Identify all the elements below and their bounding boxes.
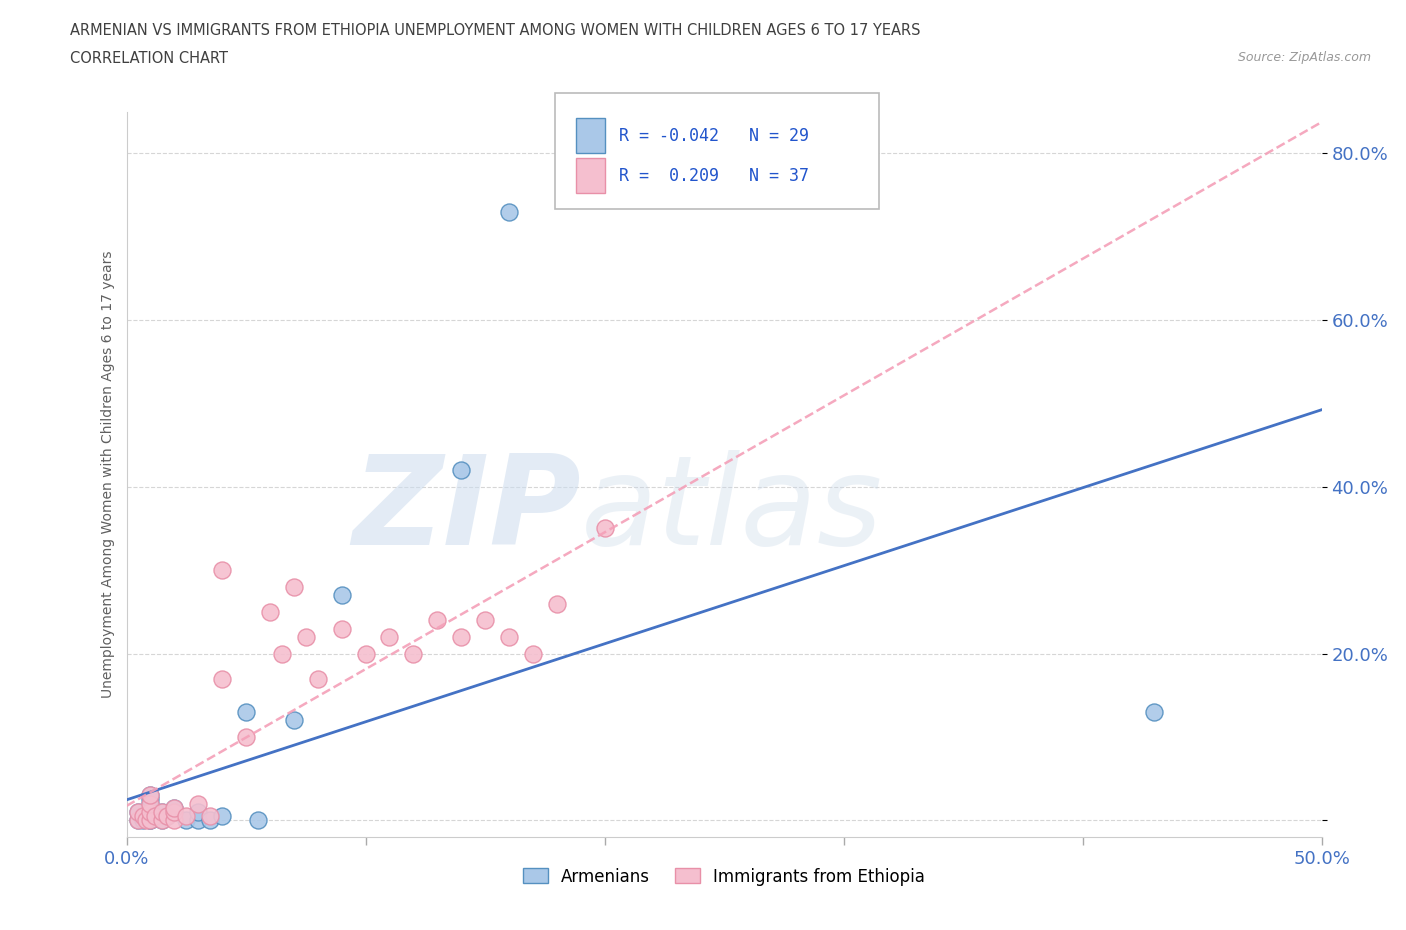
Point [211,671,233,686]
Point [450,630,472,644]
Point [211,563,233,578]
Point [270,646,294,661]
Point [163,804,186,819]
Point [156,809,179,824]
Point [127,804,149,819]
Point [283,579,305,594]
Text: R =  0.209   N = 37: R = 0.209 N = 37 [619,166,808,185]
Text: ARMENIAN VS IMMIGRANTS FROM ETHIOPIA UNEMPLOYMENT AMONG WOMEN WITH CHILDREN AGES: ARMENIAN VS IMMIGRANTS FROM ETHIOPIA UNE… [70,23,921,38]
Point [330,621,353,636]
Point [187,804,209,819]
Point [139,813,162,828]
Point [307,671,329,686]
Point [211,809,233,824]
Point [143,809,166,824]
Point [498,205,520,219]
Point [450,463,472,478]
Point [163,804,186,819]
Point [294,630,316,644]
Point [139,796,162,811]
Point [174,813,197,828]
Point [139,813,162,828]
Point [127,813,149,828]
Y-axis label: Unemployment Among Women with Children Ages 6 to 17 years: Unemployment Among Women with Children A… [101,250,115,698]
Point [330,588,353,603]
Point [139,804,162,819]
Point [426,613,449,628]
Point [132,809,155,824]
Point [163,801,186,816]
Legend: Armenians, Immigrants from Ethiopia: Armenians, Immigrants from Ethiopia [515,859,934,894]
Text: R = -0.042   N = 29: R = -0.042 N = 29 [619,126,808,145]
Point [163,801,186,816]
Point [139,788,162,803]
Text: atlas: atlas [581,450,883,571]
Point [593,521,616,536]
Text: ZIP: ZIP [352,450,581,571]
Point [283,712,305,727]
Point [150,813,174,828]
Point [259,604,281,619]
Point [139,813,162,828]
Point [378,630,401,644]
Point [546,596,568,611]
Point [150,804,174,819]
Point [187,796,209,811]
Point [235,729,257,744]
Point [150,813,174,828]
Point [135,813,157,828]
Point [139,792,162,807]
Point [143,809,166,824]
Point [354,646,377,661]
Point [187,813,209,828]
Point [127,813,149,828]
Point [139,804,162,819]
Point [200,813,222,828]
Point [156,809,179,824]
Text: Source: ZipAtlas.com: Source: ZipAtlas.com [1237,51,1371,64]
Point [200,809,222,824]
Point [402,646,425,661]
Point [139,796,162,811]
Point [474,613,496,628]
Point [163,813,186,828]
Point [139,788,162,803]
Point [127,804,149,819]
Point [1143,705,1166,720]
Point [498,630,520,644]
Point [174,809,197,824]
Point [522,646,544,661]
Text: CORRELATION CHART: CORRELATION CHART [70,51,228,66]
Point [135,809,157,824]
Point [150,804,174,819]
Point [235,705,257,720]
Point [132,813,155,828]
Point [139,801,162,816]
Point [247,813,270,828]
